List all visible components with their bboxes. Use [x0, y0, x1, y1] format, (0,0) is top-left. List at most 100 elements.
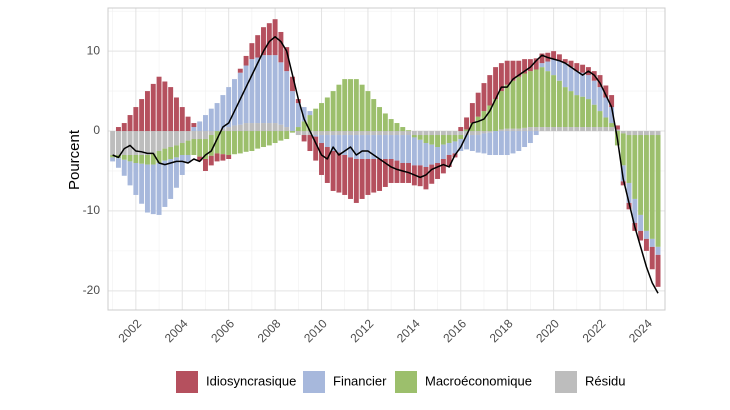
bar-segment	[475, 135, 481, 153]
bar-segment	[185, 131, 191, 141]
bar-segment	[191, 123, 197, 128]
bar-segment	[243, 65, 249, 124]
bar-segment	[510, 60, 516, 81]
bar-segment	[440, 144, 446, 159]
bar-segment	[156, 151, 162, 163]
bar-segment	[278, 62, 284, 125]
bar-segment	[203, 131, 208, 140]
bar-segment	[469, 135, 475, 152]
bar-segment	[371, 135, 377, 159]
bar-segment	[643, 230, 649, 239]
bar-segment	[359, 135, 365, 159]
bar-segment	[568, 91, 574, 128]
bar-segment	[144, 164, 150, 213]
bar-segment	[208, 108, 214, 132]
bar-segment	[649, 135, 655, 239]
bar-segment	[121, 155, 127, 160]
bar-segment	[504, 131, 510, 156]
bar-segment	[493, 131, 499, 156]
bar-segment	[452, 141, 458, 154]
bar-segment	[498, 131, 504, 156]
bar-segment	[638, 131, 644, 136]
legend-label: Financier	[333, 373, 387, 388]
bar-segment	[510, 131, 516, 154]
bar-segment	[290, 131, 295, 133]
bar-segment	[609, 107, 615, 124]
bar-segment	[284, 131, 290, 140]
bar-segment	[330, 151, 336, 191]
bar-segment	[626, 182, 632, 203]
bar-segment	[406, 135, 412, 163]
bar-segment	[342, 79, 348, 132]
total-line	[112, 36, 659, 294]
bar-segment	[359, 159, 365, 199]
bar-segment	[545, 61, 551, 72]
bar-segment	[464, 129, 470, 132]
bar-segment	[435, 131, 441, 136]
bar-segment	[429, 131, 435, 136]
bar-segment	[551, 59, 557, 76]
bar-segment	[498, 63, 504, 92]
bar-segment	[377, 131, 383, 136]
bar-segment	[597, 87, 603, 112]
bar-segment	[568, 127, 574, 132]
bar-segment	[382, 131, 388, 136]
bar-segment	[220, 131, 226, 155]
bar-segment	[342, 135, 348, 156]
legend-label: Résidu	[585, 373, 625, 388]
bar-segment	[353, 159, 359, 203]
bar-segment	[203, 159, 208, 171]
bar-segment	[365, 159, 371, 195]
bar-segment	[162, 160, 168, 207]
bar-segment	[632, 131, 638, 136]
bar-segment	[580, 64, 586, 73]
bar-segment	[249, 131, 255, 152]
bar-segment	[243, 131, 249, 152]
bar-segment	[556, 80, 562, 128]
bar-segment	[527, 127, 533, 132]
bar-segment	[110, 157, 116, 162]
bar-segment	[655, 135, 661, 247]
bar-segment	[249, 123, 255, 132]
bar-segment	[127, 161, 133, 186]
bar-segment	[568, 67, 574, 92]
bar-segment	[574, 71, 580, 96]
bar-segment	[394, 123, 400, 132]
bar-segment	[295, 127, 301, 132]
bar-segment	[400, 131, 406, 136]
bar-segment	[556, 60, 562, 81]
y-axis-title: Pourcent	[66, 129, 83, 190]
bar-segment	[255, 131, 261, 149]
bar-segment	[110, 155, 116, 158]
bar-segment	[591, 104, 597, 128]
bar-segment	[539, 53, 545, 64]
bar-segment	[185, 140, 191, 156]
bar-segment	[429, 144, 435, 165]
bar-segment	[371, 159, 377, 193]
bar-segment	[487, 131, 493, 133]
bar-segment	[150, 131, 156, 154]
bar-segment	[208, 155, 214, 166]
bar-segment	[150, 83, 156, 132]
bar-segment	[255, 123, 261, 132]
bar-segment	[446, 143, 452, 156]
y-tick-label: 10	[87, 43, 101, 57]
bar-segment	[191, 139, 197, 156]
bar-segment	[493, 99, 499, 132]
bar-segment	[516, 76, 522, 129]
bar-segment	[197, 131, 203, 140]
bar-segment	[371, 131, 377, 136]
bar-segment	[226, 155, 232, 159]
bar-segment	[133, 131, 139, 156]
bar-segment	[562, 59, 568, 64]
bar-segment	[133, 155, 139, 163]
bar-segment	[185, 116, 191, 132]
bar-segment	[481, 133, 487, 154]
legend-label: Macroéconomique	[425, 373, 532, 388]
bar-segment	[539, 67, 545, 128]
bar-segment	[406, 130, 412, 132]
bar-segment	[232, 131, 237, 155]
bar-segment	[527, 59, 533, 72]
bar-segment	[585, 127, 591, 132]
bar-segment	[197, 121, 203, 132]
